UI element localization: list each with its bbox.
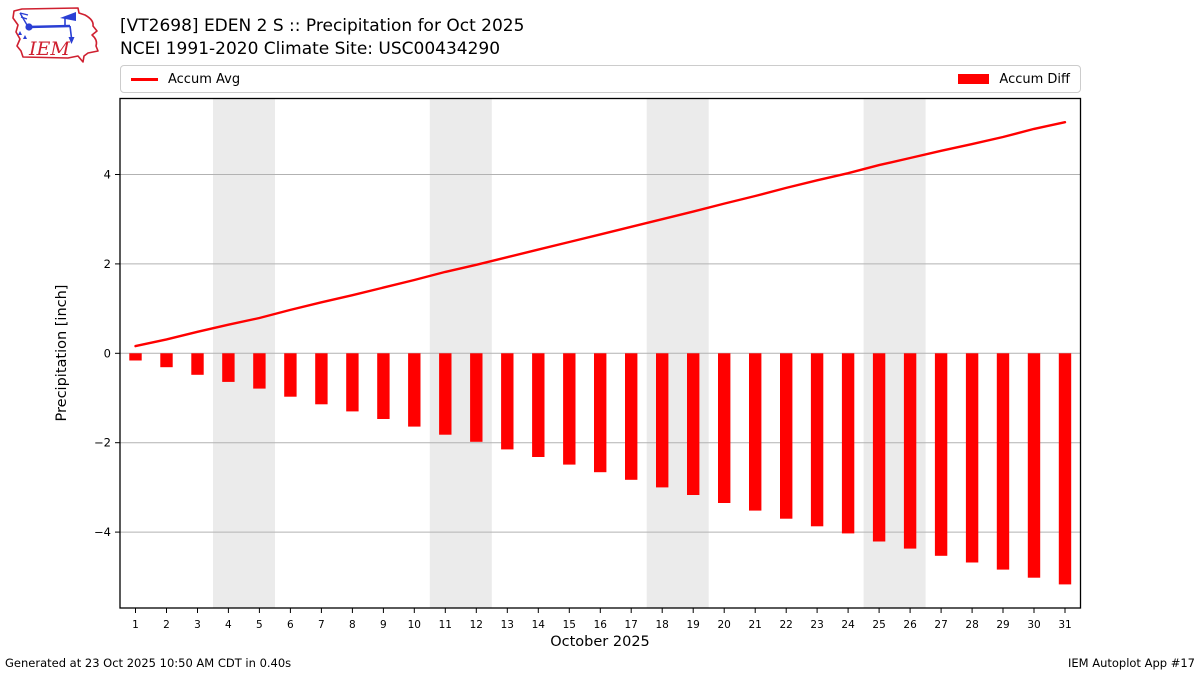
bar-day-24 <box>841 353 855 534</box>
x-tick-label: 27 <box>934 619 947 631</box>
accum-avg-line-swatch <box>131 77 158 81</box>
x-tick-label: 2 <box>163 619 170 631</box>
bar-day-18 <box>656 353 669 488</box>
x-tick-label: 23 <box>810 619 823 631</box>
x-tick-label: 7 <box>318 619 325 631</box>
legend-item-accum-avg: Accum Avg <box>131 72 240 87</box>
y-tick-label: −2 <box>94 436 111 450</box>
footer-app-text: IEM Autoplot App #17 <box>1067 656 1195 670</box>
y-tick-label: 4 <box>104 168 111 182</box>
y-tick-label: 0 <box>104 346 111 360</box>
bar-day-14 <box>532 353 545 457</box>
bar-day-31 <box>1058 353 1072 585</box>
legend-label-accum-diff: Accum Diff <box>999 71 1070 87</box>
x-tick-label: 30 <box>1027 619 1040 631</box>
x-tick-label: 15 <box>563 619 576 631</box>
bar-day-19 <box>687 353 700 495</box>
x-tick-label: 9 <box>380 619 387 631</box>
bar-day-22 <box>780 353 793 519</box>
accum-diff-bars <box>129 353 1072 585</box>
bar-day-21 <box>749 353 762 511</box>
x-tick-label: 20 <box>718 619 731 631</box>
bar-day-20 <box>718 353 731 503</box>
x-tick-label: 1 <box>132 619 139 631</box>
bar-day-7 <box>315 353 328 405</box>
bar-day-6 <box>284 353 297 397</box>
legend-label-accum-avg: Accum Avg <box>168 71 241 87</box>
x-axis-ticks: 1 2 3 4 5 6 7 8 9 10 11 12 13 14 15 16 17 18 19 20 21 22 23 24 2… <box>132 608 1072 631</box>
x-tick-label: 21 <box>749 619 762 631</box>
accum-diff-patch-swatch <box>958 74 990 84</box>
x-tick-label: 12 <box>470 619 483 631</box>
x-tick-label: 28 <box>965 619 978 631</box>
x-tick-label: 4 <box>225 619 232 631</box>
x-tick-label: 11 <box>439 619 452 631</box>
bar-day-8 <box>346 353 359 412</box>
x-tick-label: 22 <box>780 619 793 631</box>
x-tick-label: 24 <box>841 619 855 631</box>
accum-avg-line <box>134 120 1067 348</box>
x-axis-label: October 2025 <box>550 634 650 650</box>
bar-day-29 <box>996 353 1010 570</box>
y-tick-label: −4 <box>94 525 111 539</box>
y-axis-label: Precipitation [inch] <box>54 284 70 422</box>
x-tick-label: 26 <box>903 619 917 631</box>
x-tick-label: 6 <box>287 619 294 631</box>
y-axis-ticks: 4 2 0 −2 −4 <box>94 168 120 539</box>
y-tick-label: 2 <box>104 257 111 271</box>
weather-vane-icon <box>18 12 76 44</box>
x-tick-label: 31 <box>1058 619 1071 631</box>
x-tick-label: 5 <box>256 619 263 631</box>
bar-day-10 <box>408 353 421 427</box>
bar-day-25 <box>872 353 886 542</box>
bar-day-16 <box>594 353 607 473</box>
x-tick-label: 14 <box>532 619 546 631</box>
bar-day-1 <box>129 353 142 361</box>
bar-day-26 <box>903 353 917 549</box>
iem-logo-text: IEM <box>28 38 70 60</box>
bar-day-13 <box>501 353 514 450</box>
bar-day-3 <box>191 353 204 375</box>
x-tick-label: 8 <box>349 619 356 631</box>
x-tick-label: 18 <box>656 619 669 631</box>
bar-day-15 <box>563 353 576 465</box>
chart-header: [VT2698] EDEN 2 S :: Precipitation for O… <box>120 15 524 61</box>
x-tick-label: 13 <box>501 619 514 631</box>
x-tick-label: 10 <box>408 619 421 631</box>
legend-item-accum-diff: Accum Diff <box>958 72 1070 87</box>
legend: Accum Avg Accum Diff <box>120 65 1081 93</box>
chart-title: [VT2698] EDEN 2 S :: Precipitation for O… <box>120 16 525 36</box>
bar-day-27 <box>934 353 948 556</box>
bar-day-23 <box>810 353 824 527</box>
x-tick-label: 17 <box>625 619 638 631</box>
x-tick-label: 3 <box>194 619 201 631</box>
footer-generated-text: Generated at 23 Oct 2025 10:50 AM CDT in… <box>5 656 292 670</box>
x-tick-label: 19 <box>687 619 700 631</box>
bar-day-2 <box>160 353 173 368</box>
bar-day-28 <box>965 353 979 563</box>
chart-subtitle: NCEI 1991-2020 Climate Site: USC00434290 <box>120 39 501 59</box>
bar-day-5 <box>253 353 266 389</box>
bar-day-9 <box>377 353 390 419</box>
iem-logo: IEM <box>12 7 99 63</box>
bar-day-12 <box>470 353 483 442</box>
bar-day-11 <box>439 353 452 435</box>
x-tick-label: 29 <box>996 619 1009 631</box>
bar-day-4 <box>222 353 235 382</box>
bar-day-17 <box>625 353 638 480</box>
iowa-outline-icon <box>12 7 99 63</box>
x-tick-label: 16 <box>594 619 608 631</box>
bar-day-30 <box>1027 353 1041 578</box>
x-tick-label: 25 <box>872 619 885 631</box>
